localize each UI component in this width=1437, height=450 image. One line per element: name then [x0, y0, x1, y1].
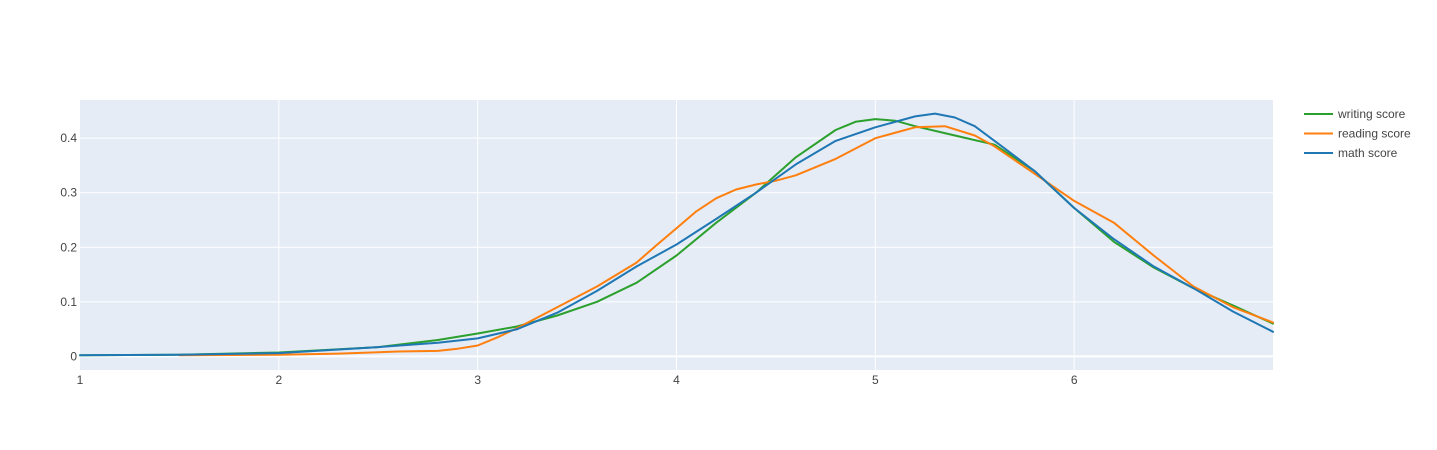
y-tick-label: 0.3	[60, 186, 77, 200]
legend: writing score reading score math score	[1304, 107, 1411, 160]
series-line-writing-score	[79, 118, 1274, 357]
legend-item-reading-score[interactable]: reading score	[1304, 127, 1411, 141]
legend-item-math-score[interactable]: math score	[1304, 146, 1398, 160]
legend-label: writing score	[1337, 107, 1406, 121]
x-tick-label: 5	[872, 373, 879, 387]
legend-label: reading score	[1338, 127, 1411, 141]
y-tick-label: 0.4	[60, 131, 77, 145]
series-lines	[79, 112, 1274, 357]
y-tick-label: 0.1	[60, 295, 77, 309]
series-line-reading-score	[178, 125, 1274, 357]
legend-label: math score	[1338, 146, 1398, 160]
y-tick-label: 0	[70, 349, 77, 363]
y-tick-label: 0.2	[60, 240, 77, 254]
x-tick-label: 1	[77, 373, 84, 387]
x-tick-label: 3	[474, 373, 481, 387]
axis-tick-labels: 1 2 3 4 5 6 0 0.1 0.2 0.3 0.4	[60, 131, 1078, 387]
x-tick-label: 4	[673, 373, 680, 387]
x-tick-label: 6	[1071, 373, 1078, 387]
x-tick-label: 2	[275, 373, 282, 387]
series-line-math-score	[79, 112, 1274, 357]
grid-lines	[80, 100, 1273, 370]
legend-item-writing-score[interactable]: writing score	[1304, 107, 1406, 121]
